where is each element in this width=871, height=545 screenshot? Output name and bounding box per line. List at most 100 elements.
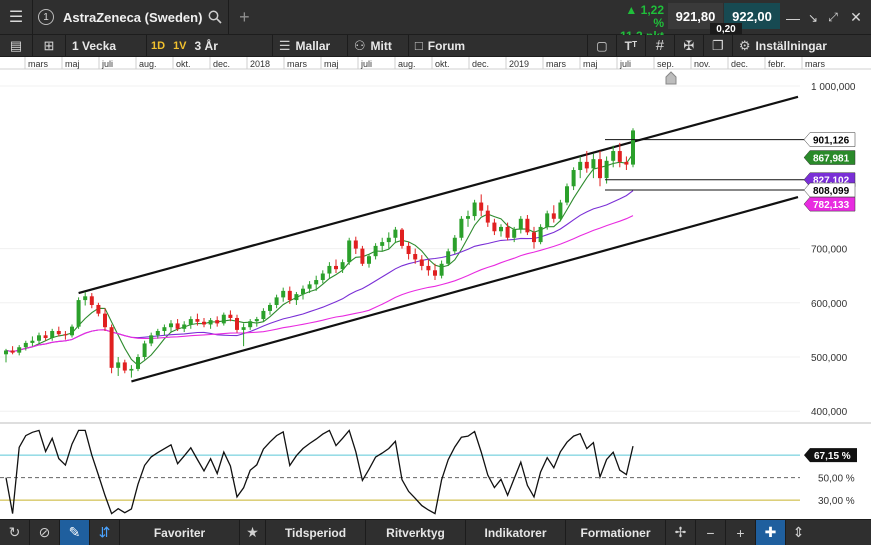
divider bbox=[731, 35, 733, 56]
cancel-icon[interactable]: ⊘ bbox=[30, 520, 60, 545]
sort-icon[interactable]: ⇵ bbox=[90, 520, 120, 545]
formations-tab[interactable]: Formationer bbox=[566, 520, 666, 545]
candle-body bbox=[624, 161, 629, 165]
candle-body bbox=[327, 265, 332, 274]
candle-body bbox=[532, 232, 536, 243]
time-label: okt. bbox=[176, 59, 191, 69]
page-icon[interactable]: ▢ bbox=[596, 38, 608, 53]
candle-body bbox=[499, 226, 503, 232]
chart-grid bbox=[0, 85, 800, 412]
time-label: maj bbox=[324, 59, 339, 69]
instrument-name[interactable]: AstraZeneca (Sweden) bbox=[63, 9, 203, 25]
candle-body bbox=[37, 335, 41, 341]
candle-body bbox=[281, 290, 286, 298]
my-label: Mitt bbox=[370, 38, 392, 53]
vertical-resize-icon[interactable]: ⇕ bbox=[792, 524, 805, 540]
fit-icon[interactable]: ✢ bbox=[666, 520, 696, 545]
time-axis: mars maj juli aug. okt. dec. 2018 mars maj juli au… bbox=[24, 57, 825, 69]
templates-button[interactable]: ☰ Mallar bbox=[273, 35, 347, 56]
candle-body bbox=[142, 343, 147, 357]
close-icon[interactable]: ✕ bbox=[850, 9, 862, 25]
candle-body bbox=[631, 130, 635, 165]
candle-body bbox=[472, 202, 477, 217]
expand-icon[interactable]: ⤢ bbox=[828, 10, 838, 24]
my-icon: ⚇ bbox=[353, 37, 366, 53]
candle-body bbox=[169, 323, 173, 328]
time-label: 2018 bbox=[250, 59, 270, 69]
gear-icon: ⚙ bbox=[738, 37, 751, 53]
divider bbox=[32, 35, 33, 56]
candle-body bbox=[116, 362, 121, 368]
candle-body bbox=[103, 313, 107, 328]
forum-button[interactable]: □ Forum bbox=[409, 35, 479, 56]
candle-body bbox=[76, 300, 81, 327]
price-tag: 808,099 bbox=[813, 186, 850, 197]
chart-area[interactable]: mars maj juli aug. okt. dec. 2018 mars maj juli au… bbox=[0, 57, 871, 519]
time-label: nov. bbox=[694, 59, 710, 69]
sell-price-button[interactable]: 921,80 bbox=[668, 3, 723, 29]
menu-icon[interactable]: ☰ bbox=[8, 9, 24, 26]
candle-body bbox=[261, 310, 266, 320]
candle-body bbox=[122, 362, 127, 371]
zoom-in-icon[interactable]: + bbox=[726, 520, 756, 545]
candle-body bbox=[578, 161, 583, 171]
candle-body bbox=[129, 368, 134, 371]
candle-body bbox=[149, 335, 154, 344]
text-tool-icon[interactable]: Tᵀ bbox=[624, 38, 638, 53]
candle-body bbox=[235, 317, 239, 330]
refresh-icon[interactable]: ↻ bbox=[0, 520, 30, 545]
layout-grid-icon[interactable]: ⊞ bbox=[43, 37, 55, 53]
pencil-icon[interactable]: ✎ bbox=[60, 520, 90, 545]
candle-body bbox=[505, 226, 510, 238]
candle-body bbox=[254, 319, 259, 322]
divider bbox=[346, 35, 348, 56]
drawing-tools-tab[interactable]: Ritverktyg bbox=[366, 520, 466, 545]
candle-body bbox=[17, 347, 22, 353]
candle-body bbox=[413, 254, 418, 260]
time-label: febr. bbox=[768, 59, 786, 69]
candle-body bbox=[4, 350, 8, 355]
search-icon[interactable] bbox=[202, 0, 228, 34]
candle-body bbox=[518, 218, 523, 230]
candle-body bbox=[611, 151, 616, 161]
templates-label: Mallar bbox=[295, 38, 331, 53]
settings-button[interactable]: ⚙ Inställningar bbox=[733, 35, 833, 56]
scroll-marker-icon[interactable] bbox=[665, 71, 677, 85]
star-icon[interactable]: ★ bbox=[240, 520, 266, 545]
my-button[interactable]: ⚇ Mitt bbox=[348, 35, 408, 56]
crosshair-icon[interactable]: ✚ bbox=[756, 520, 786, 545]
copy-icon[interactable]: ❐ bbox=[712, 37, 724, 53]
divider bbox=[586, 35, 588, 56]
candle-body bbox=[419, 259, 424, 266]
time-label: okt. bbox=[435, 59, 450, 69]
zoom-out-icon[interactable]: − bbox=[696, 520, 726, 545]
interval-selector[interactable]: 1 Vecka bbox=[72, 38, 117, 53]
range-button[interactable]: 3 År bbox=[194, 38, 218, 53]
candle-body bbox=[545, 213, 550, 227]
period-1d-button[interactable]: 1D bbox=[151, 39, 166, 52]
crosshair-grid-icon[interactable]: # bbox=[655, 37, 665, 54]
candle-body bbox=[551, 213, 556, 219]
time-period-tab[interactable]: Tidsperiod bbox=[266, 520, 366, 545]
list-icon[interactable]: ▤ bbox=[9, 37, 23, 53]
collapse-icon[interactable]: ↘ bbox=[807, 10, 819, 25]
price-tag-bg bbox=[803, 150, 856, 165]
add-tab-button[interactable]: + bbox=[239, 6, 250, 27]
candle-body bbox=[591, 159, 596, 169]
period-1y-button[interactable]: 1V bbox=[173, 39, 187, 52]
candle-body bbox=[175, 323, 180, 329]
candle-body bbox=[89, 296, 94, 305]
minimize-icon[interactable]: — bbox=[786, 9, 800, 26]
favorites-tab[interactable]: Favoriter bbox=[120, 520, 240, 545]
price-chart[interactable]: mars maj juli aug. okt. dec. 2018 mars maj juli au… bbox=[0, 57, 871, 519]
indicators-tab[interactable]: Indikatorer bbox=[466, 520, 566, 545]
rsi-30-label: 30,00 % bbox=[818, 496, 855, 507]
candle-body bbox=[426, 265, 431, 271]
time-label: aug. bbox=[139, 59, 157, 69]
compare-icon[interactable]: ✠ bbox=[683, 37, 695, 53]
moving-average-5 bbox=[5, 153, 634, 367]
y-tick-label: 400,000 bbox=[811, 407, 848, 418]
tab-number-badge[interactable]: 1 bbox=[33, 0, 59, 34]
candle-body bbox=[393, 229, 398, 238]
